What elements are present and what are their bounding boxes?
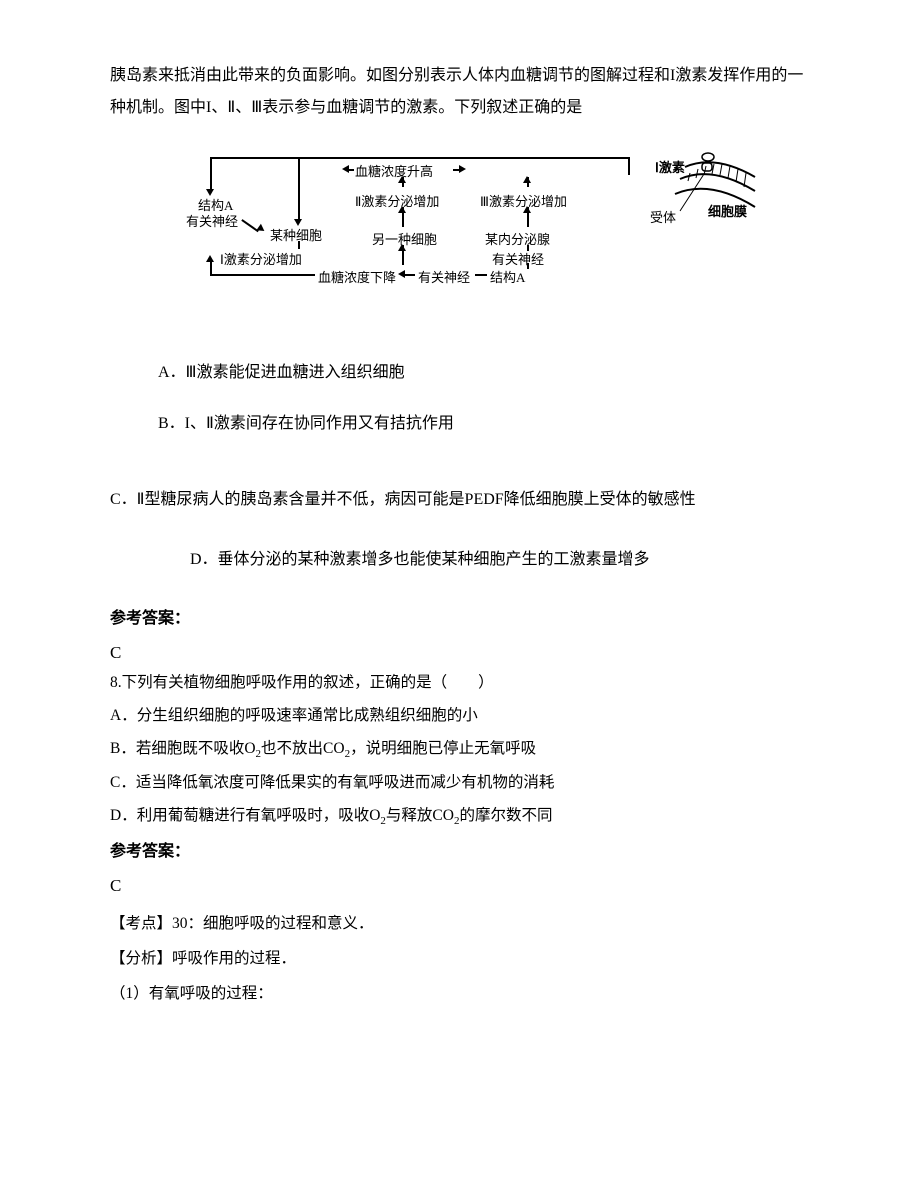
q8-option-c: C．适当降低氧浓度可降低果实的有氧呼吸进而减少有机物的消耗	[110, 767, 810, 798]
explain-kaodian: 【考点】30：细胞呼吸的过程和意义．	[110, 908, 810, 939]
q8-option-d: D．利用葡萄糖进行有氧呼吸时，吸收O2与释放CO2的摩尔数不同	[110, 800, 810, 832]
blood-sugar-diagram: 血糖浓度升高 结构A 有关神经 某种细胞 Ⅱ激素分泌增加 Ⅲ激素分泌增加 Ⅰ激素…	[200, 149, 760, 324]
option-c: C．Ⅱ型糖尿病人的胰岛素含量并不低，病因可能是PEDF降低细胞膜上受体的敏感性	[110, 484, 810, 516]
option-a: A．Ⅲ激素能促进血糖进入组织细胞	[110, 359, 810, 388]
diagram-endocrine: 某内分泌腺	[485, 229, 550, 248]
diagram-nerve2: 有关神经	[418, 267, 470, 286]
diagram-nerve3: 有关神经	[492, 249, 544, 268]
diagram-struct-a2: 结构A	[490, 267, 525, 286]
answer-label-2: 参考答案：	[110, 837, 810, 861]
option-d: D．垂体分泌的某种激素增多也能使某种细胞产生的工激素量增多	[110, 546, 810, 575]
q8-option-b: B．若细胞既不吸收O2也不放出CO2，说明细胞已停止无氧呼吸	[110, 733, 810, 765]
answer-value-2: C	[110, 876, 810, 896]
answer-label-1: 参考答案：	[110, 604, 810, 628]
explain-fenxi: 【分析】呼吸作用的过程．	[110, 943, 810, 974]
diagram-hormone1: Ⅰ激素分泌增加	[220, 249, 302, 268]
diagram-nerve: 有关神经	[186, 211, 238, 230]
cell-membrane-diagram: Ⅰ激素 受体 细胞膜	[660, 149, 760, 239]
option-b: B．I、Ⅱ激素间存在协同作用又有拮抗作用	[110, 410, 810, 439]
intro-paragraph: 胰岛素来抵消由此带来的负面影响。如图分别表示人体内血糖调节的图解过程和I激素发挥…	[110, 60, 810, 124]
q8-stem: 8.下列有关植物细胞呼吸作用的叙述，正确的是（ ）	[110, 667, 810, 698]
diagram-bottom-label: 血糖浓度下降	[318, 267, 396, 286]
answer-value-1: C	[110, 643, 810, 663]
diagram-top-label: 血糖浓度升高	[355, 161, 433, 180]
diagram-some-cell: 某种细胞	[270, 225, 322, 244]
explain-item1: （1）有氧呼吸的过程：	[110, 978, 810, 1009]
q8-option-a: A．分生组织细胞的呼吸速率通常比成熟组织细胞的小	[110, 700, 810, 731]
